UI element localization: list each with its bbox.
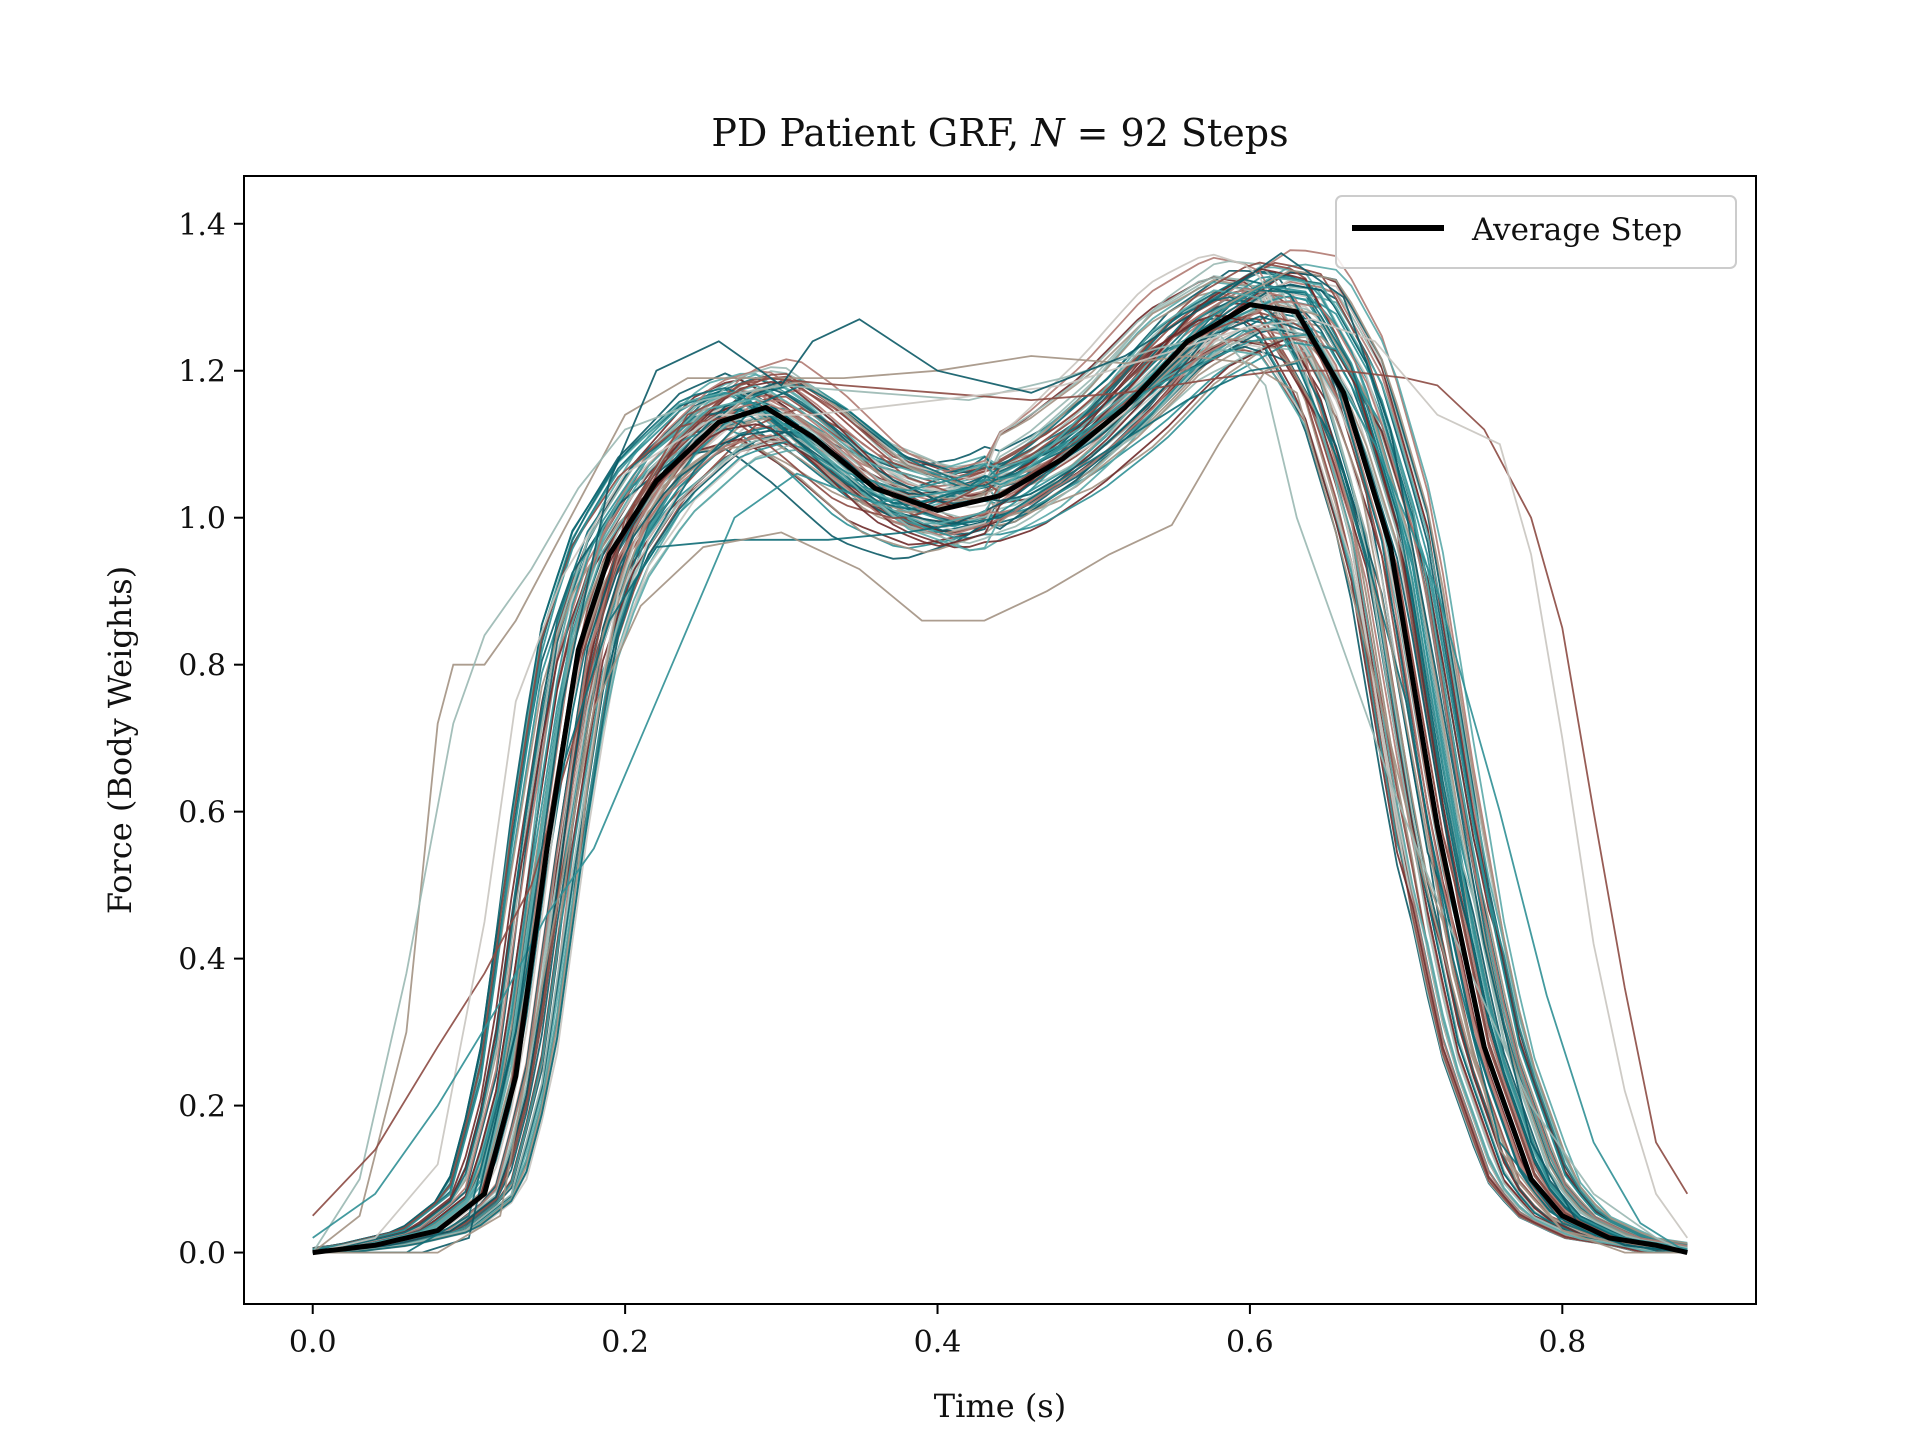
x-tick-label: 0.8: [1538, 1325, 1586, 1360]
x-tick-label: 0.4: [914, 1325, 962, 1360]
y-tick-label: 0.2: [178, 1090, 226, 1125]
step-trace: [312, 286, 1688, 1251]
average-step-layer: [312, 302, 1688, 1256]
y-tick-label: 1.2: [178, 355, 226, 390]
step-trace: [312, 300, 1688, 1254]
step-trace-outlier: [312, 369, 1689, 1217]
y-axis-label: Force (Body Weights): [101, 566, 139, 914]
y-tick-label: 1.0: [178, 502, 226, 537]
x-axis-label: Time (s): [934, 1387, 1066, 1425]
y-tick-label: 1.4: [178, 208, 226, 243]
step-traces: [311, 249, 1689, 1254]
step-trace-outlier: [312, 318, 1689, 1254]
step-trace: [312, 284, 1688, 1252]
y-tick-label: 0.0: [178, 1237, 226, 1272]
step-trace: [312, 338, 1688, 1254]
y-axis: 0.0 0.2 0.4 0.6 0.8 1.0 1.2 1.4: [178, 208, 244, 1272]
x-tick-label: 0.0: [289, 1325, 337, 1360]
step-trace: [312, 289, 1688, 1254]
step-trace-outlier: [312, 355, 1688, 1254]
chart-title: PD Patient GRF, N = 92 Steps: [711, 111, 1288, 155]
legend: Average Step: [1335, 195, 1737, 269]
legend-box: [1335, 195, 1737, 269]
y-tick-label: 0.6: [178, 796, 226, 831]
step-trace: [312, 286, 1688, 1254]
step-trace-outlier: [311, 333, 1688, 1254]
step-trace: [312, 300, 1688, 1254]
y-tick-label: 0.8: [178, 649, 226, 684]
plot-frame: [243, 175, 1757, 1305]
step-trace: [312, 315, 1688, 1254]
step-trace: [312, 289, 1688, 1254]
y-tick-label: 0.4: [178, 943, 226, 978]
average-step-line: [312, 302, 1688, 1256]
x-tick-label: 0.2: [601, 1325, 649, 1360]
x-axis: 0.0 0.2 0.4 0.6 0.8: [289, 1304, 1586, 1360]
legend-label-average-step: Average Step: [1471, 212, 1682, 248]
step-trace: [312, 261, 1688, 1254]
step-trace: [312, 341, 1688, 1254]
x-tick-label: 0.6: [1226, 1325, 1274, 1360]
step-trace-outlier: [312, 252, 1688, 1254]
step-trace-outlier: [312, 354, 1688, 1254]
